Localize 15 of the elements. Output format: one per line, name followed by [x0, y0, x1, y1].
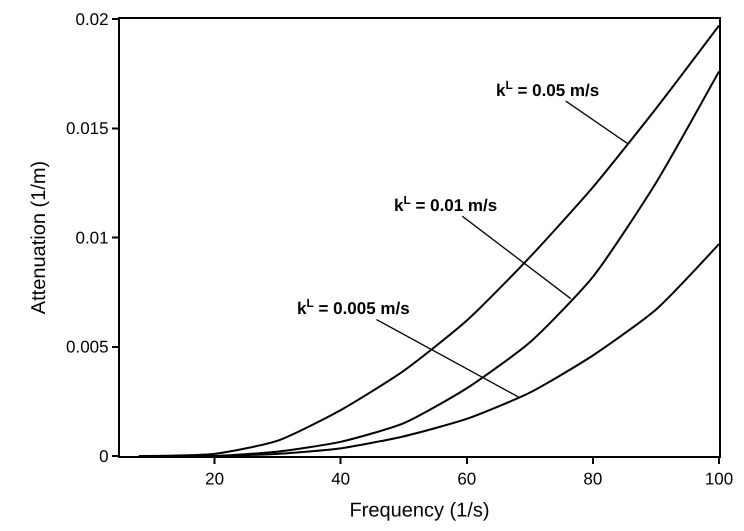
x-tick-label: 40: [331, 469, 350, 488]
y-tick-label: 0.015: [66, 119, 109, 138]
x-tick-label: 20: [205, 469, 224, 488]
annotation: k$^{L}$ = 0.05 m/s: [496, 78, 600, 100]
x-tick-label: 100: [704, 469, 734, 488]
y-tick-label: 0: [99, 446, 109, 466]
x-axis-title: Frequency (1/s): [349, 499, 490, 522]
y-tick-label: 0.01: [76, 228, 109, 248]
x-tick-label: 60: [457, 469, 476, 488]
y-tick-label: 0.02: [76, 10, 109, 29]
y-axis-title: Attenuation (1/m): [28, 160, 50, 314]
x-tick-label: 80: [583, 469, 602, 488]
y-tick-label: 0.005: [66, 338, 109, 357]
annotation: k$^{L}$ = 0.01 m/s: [394, 193, 498, 216]
annotation: k$^{L}$ = 0.005 m/s: [297, 296, 410, 318]
